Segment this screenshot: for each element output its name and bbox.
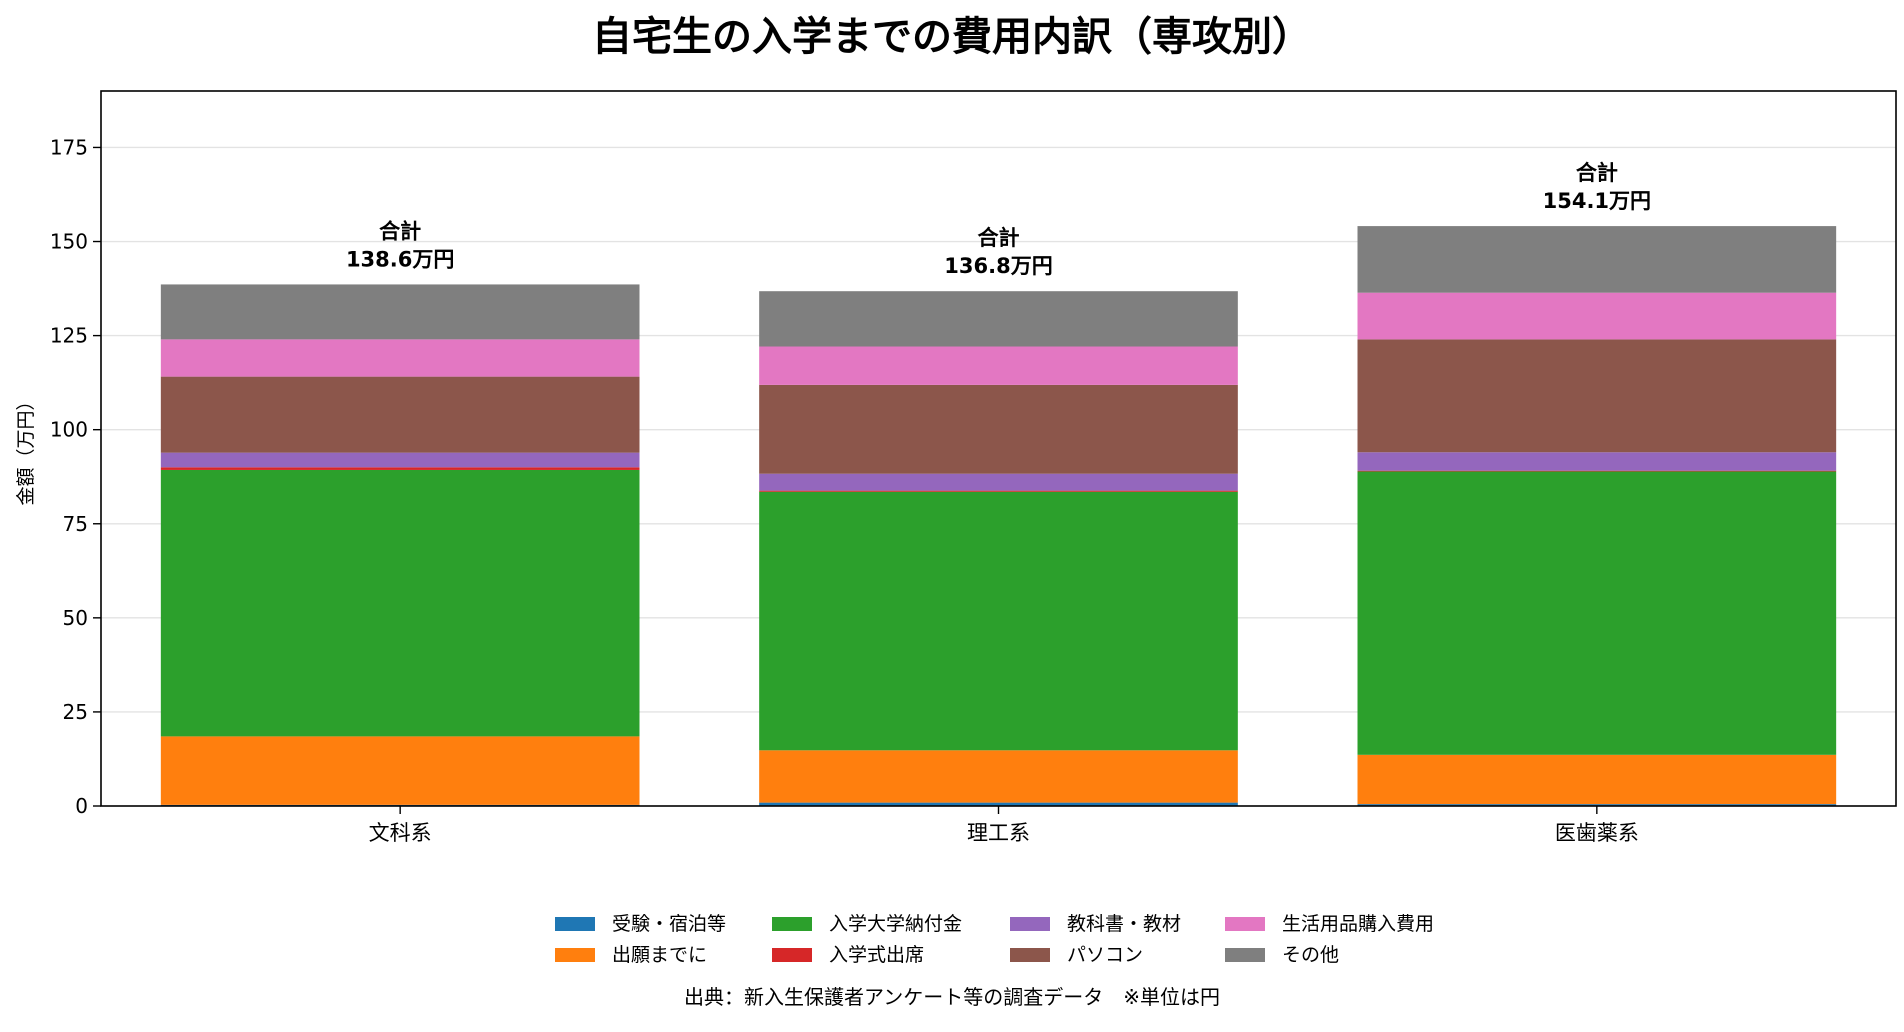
bar-segment-医歯薬系-入学大学納付金 xyxy=(1357,471,1837,755)
legend-swatch xyxy=(1010,948,1050,962)
y-tick-label: 75 xyxy=(63,512,88,536)
x-tick-label: 理工系 xyxy=(967,821,1030,845)
bars-group xyxy=(160,226,1837,806)
legend-item: 受験・宿泊等 xyxy=(555,913,726,935)
bar-segment-文科系-入学大学納付金 xyxy=(160,469,640,737)
bar-segment-理工系-入学大学納付金 xyxy=(759,491,1238,751)
total-label-value: 136.8万円 xyxy=(944,254,1052,278)
bar-segment-理工系-パソコン xyxy=(759,384,1238,474)
legend-swatch xyxy=(772,917,812,931)
chart-title: 自宅生の入学までの費用内訳（専攻別） xyxy=(592,14,1312,60)
legend-item: 教科書・教材 xyxy=(1010,913,1181,935)
bar-segment-医歯薬系-生活用品購入費用 xyxy=(1357,292,1837,340)
legend-label: 入学大学納付金 xyxy=(829,913,962,935)
y-tick-label: 25 xyxy=(63,700,88,724)
bar-segment-医歯薬系-教科書・教材 xyxy=(1357,452,1837,471)
legend-item: 入学大学納付金 xyxy=(772,913,962,935)
bar-segment-文科系-出願までに xyxy=(160,736,640,805)
bar-segment-理工系-生活用品購入費用 xyxy=(759,346,1238,385)
y-axis: 0 25 50 75 100 125 150 175 xyxy=(50,135,101,818)
total-label-heading: 合計 xyxy=(978,226,1020,250)
bar-segment-理工系-入学式出席 xyxy=(759,490,1238,492)
legend-swatch xyxy=(772,948,812,962)
y-tick-label: 175 xyxy=(50,135,88,159)
x-tick-label: 医歯薬系 xyxy=(1555,821,1639,845)
bar-segment-文科系-その他 xyxy=(160,284,640,340)
legend-item: パソコン xyxy=(1010,944,1143,966)
y-tick-label: 125 xyxy=(50,324,88,348)
legend-item: 生活用品購入費用 xyxy=(1225,913,1434,935)
legend-swatch xyxy=(1010,917,1050,931)
y-tick-label: 100 xyxy=(50,418,88,442)
bar-segment-文科系-教科書・教材 xyxy=(160,452,640,468)
total-label-value: 138.6万円 xyxy=(346,247,454,271)
bar-segment-医歯薬系-出願までに xyxy=(1357,754,1837,805)
total-label-heading: 合計 xyxy=(379,219,421,243)
total-label-heading: 合計 xyxy=(1576,161,1618,185)
total-label-value: 154.1万円 xyxy=(1543,189,1651,213)
bar-segment-理工系-受験・宿泊等 xyxy=(759,802,1238,806)
bar-segment-理工系-出願までに xyxy=(759,750,1238,803)
legend-swatch xyxy=(555,917,595,931)
legend-swatch xyxy=(555,948,595,962)
bar-segment-医歯薬系-その他 xyxy=(1357,226,1837,293)
bar-segment-理工系-教科書・教材 xyxy=(759,473,1238,491)
bar-segment-文科系-生活用品購入費用 xyxy=(160,339,640,377)
legend-label: 入学式出席 xyxy=(829,944,924,966)
legend-swatch xyxy=(1225,917,1265,931)
legend-item: 出願までに xyxy=(555,944,707,966)
x-axis: 文科系 理工系 医歯薬系 xyxy=(369,806,1639,845)
bar-segment-医歯薬系-受験・宿泊等 xyxy=(1357,804,1837,806)
y-tick-label: 0 xyxy=(75,794,88,818)
legend-label: 受験・宿泊等 xyxy=(612,913,726,935)
bar-segment-医歯薬系-パソコン xyxy=(1357,339,1837,453)
legend-label: 生活用品購入費用 xyxy=(1282,913,1434,935)
y-axis-label: 金額（万円） xyxy=(15,391,37,505)
legend-label: パソコン xyxy=(1067,944,1143,966)
bar-segment-理工系-その他 xyxy=(759,291,1238,347)
legend-label: 教科書・教材 xyxy=(1067,913,1181,935)
legend-item: その他 xyxy=(1225,944,1339,966)
x-tick-label: 文科系 xyxy=(369,821,432,845)
bar-segment-文科系-パソコン xyxy=(160,376,640,453)
y-tick-label: 50 xyxy=(63,606,88,630)
y-tick-label: 150 xyxy=(50,230,88,254)
legend-label: 出願までに xyxy=(612,944,707,966)
bar-segment-文科系-入学式出席 xyxy=(160,467,640,470)
source-footnote: 出典：新入生保護者アンケート等の調査データ ※単位は円 xyxy=(684,985,1220,1009)
legend-label: その他 xyxy=(1282,944,1339,966)
legend-item: 入学式出席 xyxy=(772,944,924,966)
legend-swatch xyxy=(1225,948,1265,962)
bar-segment-医歯薬系-入学式出席 xyxy=(1357,470,1837,472)
